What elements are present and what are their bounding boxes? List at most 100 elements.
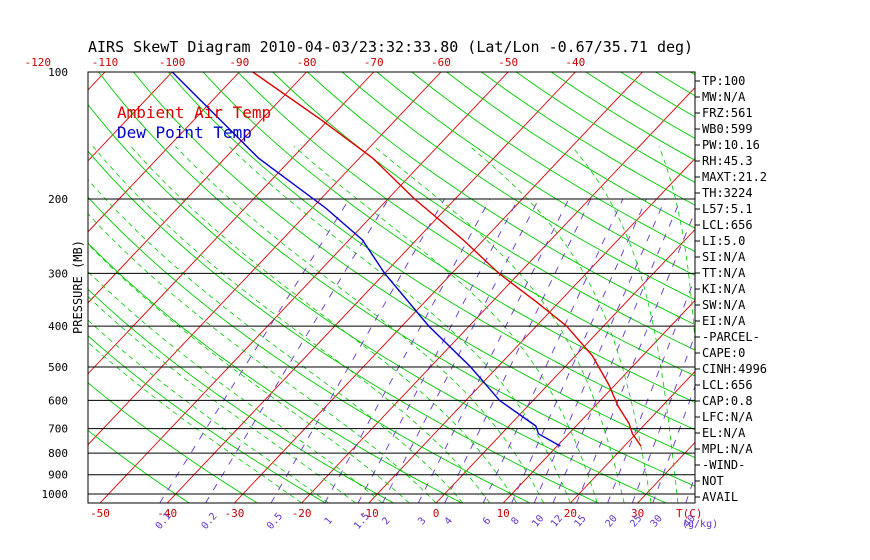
isotherm-line (301, 86, 695, 503)
dry-adiabat-line (411, 72, 695, 253)
dry-adiabat-line (88, 150, 599, 503)
dry-adiabat-line (88, 196, 531, 503)
top-temp-tick-label: -40 (565, 56, 585, 69)
side-panel-item: EL:N/A (702, 426, 746, 440)
side-panel-item: PW:10.16 (702, 138, 760, 152)
dry-adiabat-line (655, 72, 695, 97)
bottom-temp-tick-label: 10 (497, 507, 510, 520)
mixing-ratio-label: 0.2 (200, 511, 220, 532)
dry-adiabat-line (88, 382, 258, 503)
mixing-ratio-line (511, 198, 647, 503)
mixing-ratio-line (417, 198, 570, 503)
dry-adiabat-line (481, 72, 695, 206)
side-panel-item: SI:N/A (702, 250, 746, 264)
isotherm-line (0, 72, 38, 503)
moist-adiabat-line (88, 179, 464, 503)
dry-adiabat-line (88, 103, 667, 503)
plot-frame (87, 71, 696, 504)
isotherm-line (502, 299, 695, 503)
top-temp-tick-label: -80 (297, 56, 317, 69)
mixing-ratio-line (576, 210, 695, 503)
mixing-ratio-label: 10 (530, 513, 546, 529)
side-panel-item: CAP:0.8 (702, 394, 753, 408)
isotherm-line (88, 72, 307, 304)
legend-dew-point-temp: Dew Point Temp (117, 123, 252, 142)
dry-adiabat-line (88, 335, 326, 503)
side-panel-item: MW:N/A (702, 90, 746, 104)
dry-adiabat-line (88, 242, 463, 503)
pressure-tick-label: 100 (48, 66, 68, 79)
mixing-ratio-unit-label: (g/kg) (682, 519, 718, 530)
dry-adiabat-line (516, 72, 695, 183)
side-panel-item: CAPE:0 (702, 346, 745, 360)
bottom-temp-tick-label: -40 (157, 507, 177, 520)
moist-adiabat-line (88, 213, 437, 503)
bottom-temp-tick-label: -30 (224, 507, 244, 520)
isotherm-line (88, 72, 375, 375)
top-temp-tick-label: -70 (364, 56, 384, 69)
side-panel-item: MPL:N/A (702, 442, 753, 456)
isotherm-line (99, 72, 509, 503)
dry-adiabat-line (98, 72, 695, 487)
pressure-tick-label: 700 (48, 423, 68, 436)
isotherm-line (88, 72, 442, 446)
axes: 1002003004005006007008009001000PRESSURE … (25, 56, 719, 532)
mixing-ratio-line (205, 198, 389, 503)
mixing-ratio-line (482, 198, 624, 503)
pressure-tick-label: 1000 (42, 488, 69, 501)
side-panel-item: LFC:N/A (702, 410, 753, 424)
dry-adiabat-line (376, 72, 695, 276)
y-axis-label: PRESSURE (MB) (71, 240, 85, 334)
dry-adiabat-line (88, 288, 394, 503)
bottom-temp-tick-label: -20 (292, 507, 312, 520)
dry-adiabat-line (237, 72, 695, 377)
series-line-dew-point-temp (171, 72, 561, 447)
side-panel-item: AVAIL (702, 490, 738, 504)
moist-adiabat-line (130, 146, 517, 503)
pressure-tick-label: 200 (48, 193, 68, 206)
top-temp-tick-label: -120 (25, 56, 52, 69)
side-panel-item: LCL:656 (702, 218, 753, 232)
side-panel-item: -PARCEL- (702, 330, 760, 344)
legend-ambient-air-temp: Ambient Air Temp (117, 103, 271, 122)
sounding-series (171, 72, 642, 447)
side-panel-item: LCL:656 (702, 378, 753, 392)
bottom-temp-tick-label: -50 (90, 507, 110, 520)
isotherm-line (88, 72, 106, 91)
isotherm-line (839, 72, 870, 503)
mixing-ratio-label: 20 (604, 513, 620, 529)
side-panel-item: TT:N/A (702, 266, 746, 280)
bottom-temp-tick-label: 20 (564, 507, 577, 520)
isotherm-line (88, 72, 240, 233)
dry-adiabat-line (341, 72, 695, 301)
mixing-ratio-line (324, 198, 491, 503)
isotherm-line (234, 72, 643, 503)
top-temp-tick-label: -50 (498, 56, 518, 69)
side-panel-item: RH:45.3 (702, 154, 753, 168)
moist-adiabat-line (228, 146, 571, 503)
dry-adiabat-line (272, 72, 695, 351)
side-panel-item: SW:N/A (702, 298, 746, 312)
moist-adiabat-line (469, 145, 652, 503)
isotherm-line (88, 72, 173, 162)
side-panel-item: LI:5.0 (702, 234, 745, 248)
dry-adiabat-line (202, 72, 695, 404)
bottom-temp-tick-label: -10 (359, 507, 379, 520)
side-panel-item: -WIND- (702, 458, 745, 472)
side-panel-item: TH:3224 (702, 186, 753, 200)
dry-adiabat-line (133, 72, 695, 459)
dry-adiabat-line (446, 72, 695, 229)
pressure-tick-label: 400 (48, 320, 68, 333)
pressure-tick-label: 900 (48, 469, 68, 482)
side-panel-item: MAXT:21.2 (702, 170, 767, 184)
top-temp-tick-label: -60 (431, 56, 451, 69)
isotherm-line (166, 72, 576, 503)
top-temp-tick-label: -110 (92, 56, 119, 69)
pressure-tick-label: 800 (48, 447, 68, 460)
mixing-ratio-label: 6 (481, 516, 493, 528)
mixing-ratio-label: 30 (649, 513, 665, 529)
side-panel-item: WB0:599 (702, 122, 753, 136)
mixing-ratio-line (552, 198, 682, 503)
dry-adiabat-line (725, 72, 870, 503)
